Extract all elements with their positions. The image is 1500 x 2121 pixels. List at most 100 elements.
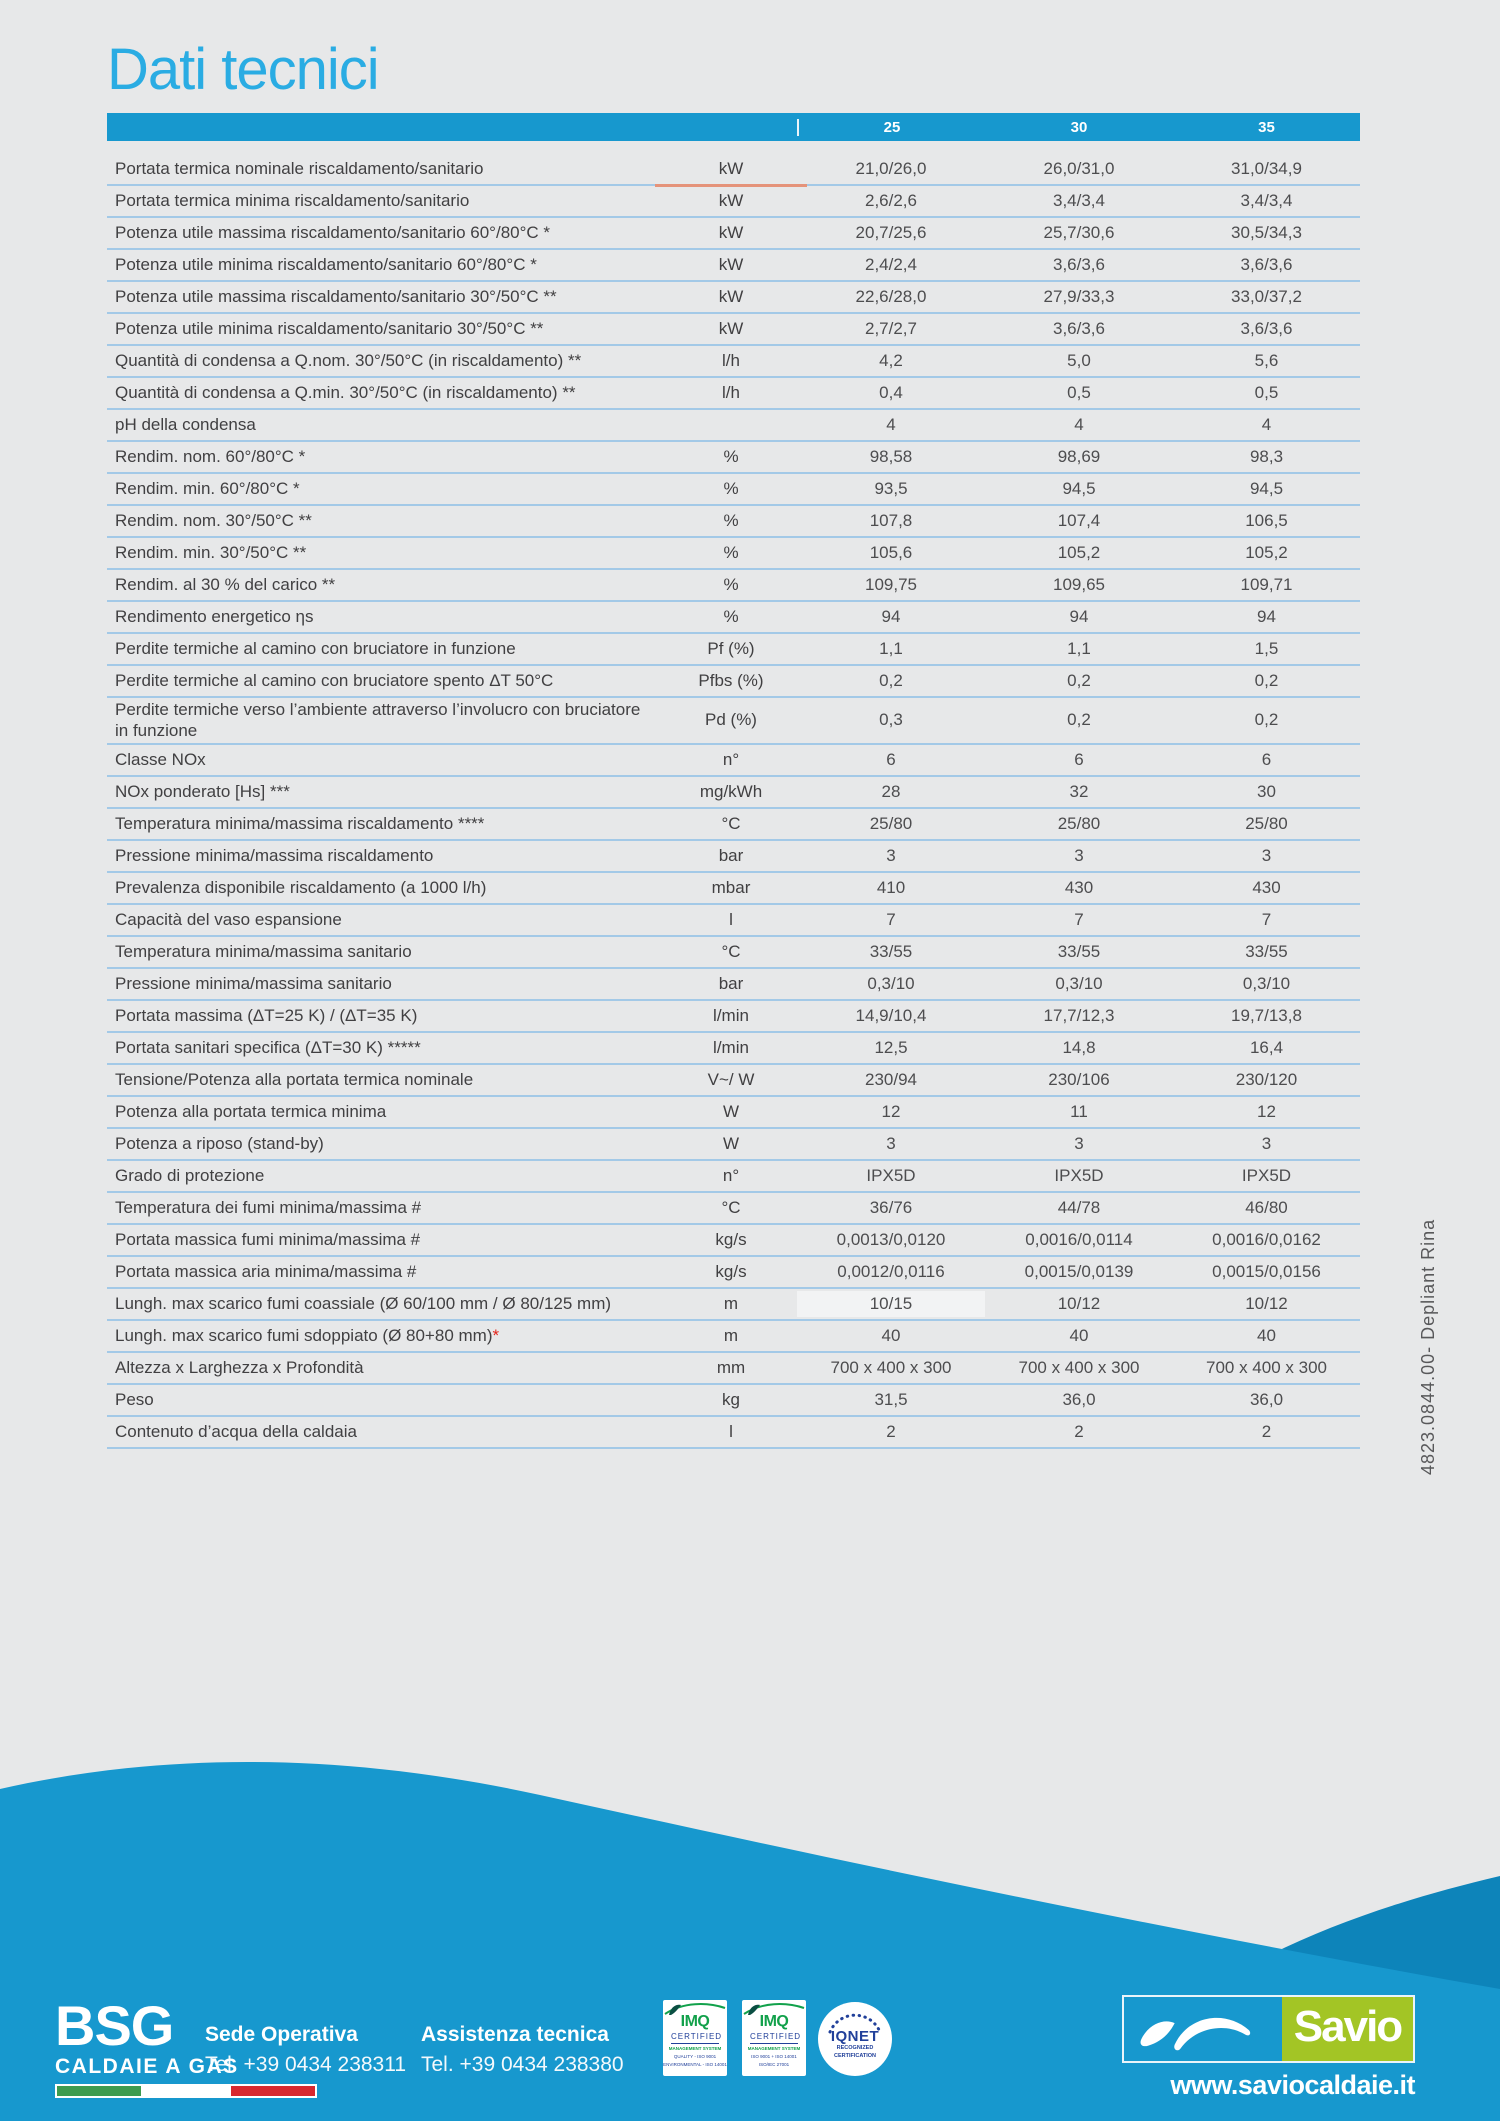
spec-unit: Pf (%) — [707, 638, 755, 658]
table-row: Temperatura dei fumi minima/massima # °C 3… — [107, 1193, 1360, 1226]
flag-white-band — [144, 2085, 228, 2096]
spec-label: Potenza utile massima riscaldamento/sani… — [115, 286, 557, 306]
spec-label: Perdite termiche verso l’ambiente attrav… — [115, 700, 641, 740]
spec-value-35: 0,0016/0,0162 — [1212, 1230, 1321, 1250]
spec-unit: bar — [718, 974, 744, 994]
contact-title: Assistenza tecnica — [421, 2023, 609, 2046]
spec-value-25: 98,58 — [869, 446, 913, 466]
spec-unit: mg/kWh — [699, 782, 763, 802]
page-title: Dati tecnici — [107, 37, 380, 102]
spec-value-30: 3 — [1074, 846, 1084, 866]
italian-flag-icon — [55, 2083, 317, 2098]
table-row: Potenza utile minima riscaldamento/sanit… — [107, 314, 1360, 346]
spec-label: Rendim. min. 60°/80°C * — [115, 478, 300, 498]
spec-label: Portata massica fumi minima/massima # — [115, 1230, 421, 1250]
bsg-logo: BSG CALDAIE A GAS — [55, 1994, 335, 2098]
spec-value-30: 0,2 — [1067, 670, 1091, 690]
spec-unit: l/h — [722, 350, 740, 370]
spec-unit: l/min — [713, 1038, 749, 1058]
spec-label: Pressione minima/massima sanitario — [115, 974, 392, 994]
table-row: Potenza utile minima riscaldamento/sanit… — [107, 250, 1360, 282]
table-row: Rendim. al 30 % del carico **% 109,75 109,… — [107, 570, 1360, 602]
spec-value-30: 4 — [1074, 414, 1084, 434]
spec-label: Portata massica aria minima/massima # — [115, 1262, 417, 1282]
savio-name-panel: Savio — [1282, 1997, 1413, 2061]
spec-label: Quantità di condensa a Q.min. 30°/50°C (… — [115, 382, 576, 402]
spec-value-35: 3 — [1261, 1134, 1272, 1154]
spec-value-35: 33,0/37,2 — [1231, 286, 1302, 306]
spec-unit: l — [729, 910, 733, 930]
spec-value-25: 0,3/10 — [867, 974, 915, 994]
spec-unit: % — [723, 446, 739, 466]
contact-assistenza-tecnica: Assistenza tecnica Tel. +39 0434 238380 — [421, 2023, 624, 2077]
contact-title: Sede Operativa — [205, 2023, 358, 2046]
red-asterisk: * — [492, 1326, 500, 1346]
spec-label: Potenza utile massima riscaldamento/sani… — [115, 222, 551, 242]
table-row: Rendim. min. 30°/50°C **% 105,6 105,2 105,2 — [107, 538, 1360, 570]
spec-value-25: 2,7/2,7 — [865, 318, 917, 338]
iqnet-certification-label: CERTIFICATION — [833, 2052, 877, 2059]
spec-label: Grado di protezione — [115, 1166, 265, 1186]
document-code-vertical: 4823.0844.00- Depliant Rina — [1418, 1218, 1438, 1475]
spec-label: Temperatura minima/massima sanitario — [115, 942, 412, 962]
spec-value-25: 93,5 — [874, 478, 908, 498]
spec-value-30: 27,9/33,3 — [1043, 286, 1115, 306]
spec-value-35: IPX5D — [1241, 1166, 1292, 1186]
table-row: Quantità di condensa a Q.nom. 30°/50°C (… — [107, 346, 1360, 378]
spec-value-25: 4 — [886, 414, 896, 434]
table-header-row: 25 30 35 — [107, 113, 1360, 141]
spec-value-25: 107,8 — [869, 510, 913, 530]
spec-value-35: 109,71 — [1240, 574, 1293, 594]
spec-value-30: 3,6/3,6 — [1053, 254, 1105, 274]
spec-value-25: 2,6/2,6 — [865, 190, 917, 210]
table-row: Perdite termiche al camino con bruciator… — [107, 634, 1360, 666]
spec-unit: °C — [721, 814, 741, 834]
spec-value-35: 5,6 — [1254, 350, 1279, 370]
spec-unit: n° — [722, 1166, 740, 1186]
spec-value-25: 700 x 400 x 300 — [830, 1358, 952, 1378]
spec-label: Potenza alla portata termica minima — [115, 1102, 387, 1122]
spec-value-25: 33/55 — [869, 942, 913, 962]
spec-value-35: 25/80 — [1245, 814, 1288, 834]
table-row: Lungh. max scarico fumi sdoppiato (Ø 80+… — [107, 1321, 1360, 1354]
savio-wave-panel — [1124, 1997, 1282, 2061]
spec-unit: % — [723, 542, 739, 562]
spec-label: Quantità di condensa a Q.nom. 30°/50°C (… — [115, 350, 582, 370]
table-row: Grado di protezione n° IPX5D IPX5D IPX5D — [107, 1161, 1360, 1194]
spec-value-30: 0,2 — [1067, 710, 1091, 730]
spec-value-25: 6 — [886, 750, 896, 770]
bsg-logo-text: BSG — [55, 1994, 174, 2057]
spec-value-25: 105,6 — [869, 542, 913, 562]
spec-value-35: 16,4 — [1249, 1038, 1284, 1058]
table-row: Portata massica aria minima/massima # kg/… — [107, 1257, 1360, 1290]
table-header-col-25: 25 — [797, 118, 985, 136]
spec-value-35: 94,5 — [1249, 478, 1284, 498]
spec-value-25: 7 — [886, 910, 896, 930]
website-link[interactable]: www.saviocaldaie.it — [1170, 2070, 1415, 2100]
spec-value-25: 2,4/2,4 — [865, 254, 917, 274]
table-body: Portata termica nominale riscaldamento/s… — [107, 154, 1360, 1450]
spec-value-35: 19,7/13,8 — [1231, 1006, 1302, 1026]
spec-value-35: 700 x 400 x 300 — [1206, 1358, 1327, 1378]
spec-value-25: 0,4 — [879, 382, 903, 402]
spec-value-30: 230/106 — [1048, 1070, 1110, 1090]
spec-label: Temperatura minima/massima riscaldamento… — [115, 814, 485, 834]
table-row: Peso kg 31,5 36,0 36,0 — [107, 1385, 1360, 1418]
spec-value-35: 106,5 — [1245, 510, 1288, 530]
spec-unit: % — [723, 574, 739, 594]
spec-unit: m — [723, 1326, 739, 1346]
spec-value-25: 21,0/26,0 — [855, 158, 927, 178]
spec-unit: bar — [718, 846, 744, 866]
table-row: Tensione/Potenza alla portata termica no… — [107, 1065, 1360, 1098]
spec-value-35: 46/80 — [1245, 1198, 1288, 1218]
spec-unit: % — [723, 478, 739, 498]
spec-value-30: 107,4 — [1057, 510, 1101, 530]
spec-value-35: 6 — [1261, 750, 1272, 770]
spec-unit: kW — [718, 222, 744, 242]
spec-value-25: 20,7/25,6 — [855, 222, 927, 242]
spec-label: Lungh. max scarico fumi sdoppiato (Ø 80+… — [115, 1326, 500, 1346]
spec-value-25: 0,2 — [879, 670, 903, 690]
spec-label: Potenza a riposo (stand-by) — [115, 1134, 324, 1154]
spec-unit: mbar — [711, 878, 751, 898]
table-row: Potenza a riposo (stand-by) W 3 3 3 — [107, 1129, 1360, 1162]
